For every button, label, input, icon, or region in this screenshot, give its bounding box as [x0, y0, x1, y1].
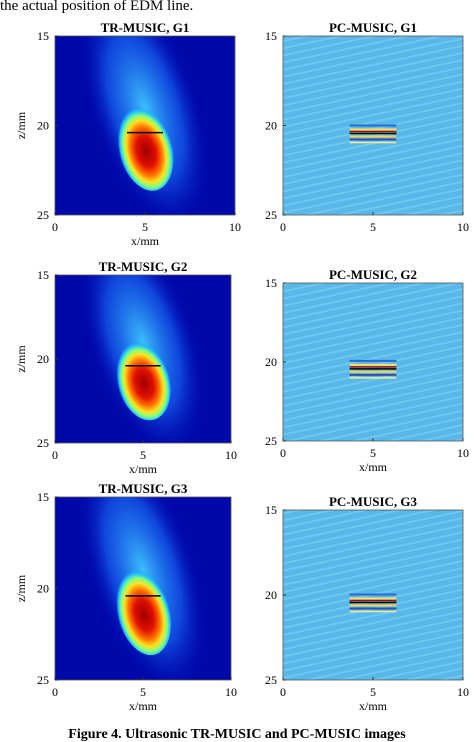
- y-tick-label: 25: [265, 208, 277, 222]
- y-tick-label: 25: [265, 434, 277, 448]
- heatmap: [283, 36, 463, 215]
- x-tick-label: 5: [142, 220, 148, 234]
- x-tick-label: 0: [280, 446, 286, 460]
- panel-title: PC-MUSIC, G3: [329, 494, 418, 509]
- y-tick-label: 20: [265, 355, 277, 369]
- y-tick-label: 20: [265, 119, 277, 133]
- x-tick-label: 5: [370, 220, 376, 234]
- x-tick-label: 10: [225, 448, 237, 462]
- y-tick-label: 20: [37, 352, 49, 366]
- heatmap: [55, 36, 235, 215]
- x-tick-label: 0: [52, 448, 58, 462]
- y-tick-label: 20: [265, 588, 277, 602]
- y-tick-label: 25: [265, 673, 277, 687]
- panel-title: PC-MUSIC, G2: [329, 267, 417, 282]
- x-axis-label: x/mm: [129, 699, 158, 713]
- x-tick-label: 5: [370, 685, 376, 699]
- x-tick-label: 10: [229, 220, 241, 234]
- heatmap: [55, 275, 231, 443]
- panel-title: TR-MUSIC, G3: [99, 481, 188, 496]
- y-axis-label: z/mm: [14, 574, 28, 602]
- x-axis-label: x/mm: [129, 462, 158, 476]
- panel-title: PC-MUSIC, G1: [329, 20, 417, 35]
- x-tick-label: 10: [457, 685, 469, 699]
- caption: Figure 4. Ultrasonic TR-MUSIC and PC-MUS…: [68, 727, 406, 742]
- heatmap: [55, 497, 231, 680]
- y-axis-label: z/mm: [14, 111, 28, 139]
- x-tick-label: 5: [140, 448, 146, 462]
- y-tick-label: 15: [37, 268, 49, 282]
- y-tick-label: 15: [265, 503, 277, 517]
- hot-spot: [115, 338, 171, 421]
- x-tick-label: 10: [457, 446, 469, 460]
- x-tick-label: 0: [52, 220, 58, 234]
- y-tick-label: 15: [265, 29, 277, 43]
- y-tick-label: 25: [37, 208, 49, 222]
- y-tick-label: 15: [265, 276, 277, 290]
- x-tick-label: 10: [457, 220, 469, 234]
- y-tick-label: 25: [37, 673, 49, 687]
- y-tick-label: 20: [37, 582, 49, 596]
- y-tick-label: 25: [37, 436, 49, 450]
- heatmap: [283, 283, 463, 441]
- x-tick-label: 0: [280, 685, 286, 699]
- panel-title: TR-MUSIC, G1: [101, 20, 190, 35]
- x-axis-label: x/mm: [131, 234, 160, 248]
- y-tick-label: 15: [37, 29, 49, 43]
- y-tick-label: 15: [37, 490, 49, 504]
- x-axis-label: x/mm: [359, 460, 388, 474]
- y-axis-label: z/mm: [14, 345, 28, 373]
- x-tick-label: 5: [140, 685, 146, 699]
- x-tick-label: 5: [370, 446, 376, 460]
- hot-spot: [116, 103, 174, 191]
- background: [283, 283, 463, 441]
- hot-spot: [114, 565, 172, 656]
- panel-title: TR-MUSIC, G2: [99, 259, 188, 274]
- x-axis-label: x/mm: [359, 699, 388, 713]
- header-text: the actual position of EDM line.: [0, 0, 193, 14]
- y-tick-label: 20: [37, 119, 49, 133]
- x-tick-label: 0: [280, 220, 286, 234]
- x-tick-label: 0: [52, 685, 58, 699]
- x-tick-label: 10: [225, 685, 237, 699]
- heatmap: [283, 510, 463, 680]
